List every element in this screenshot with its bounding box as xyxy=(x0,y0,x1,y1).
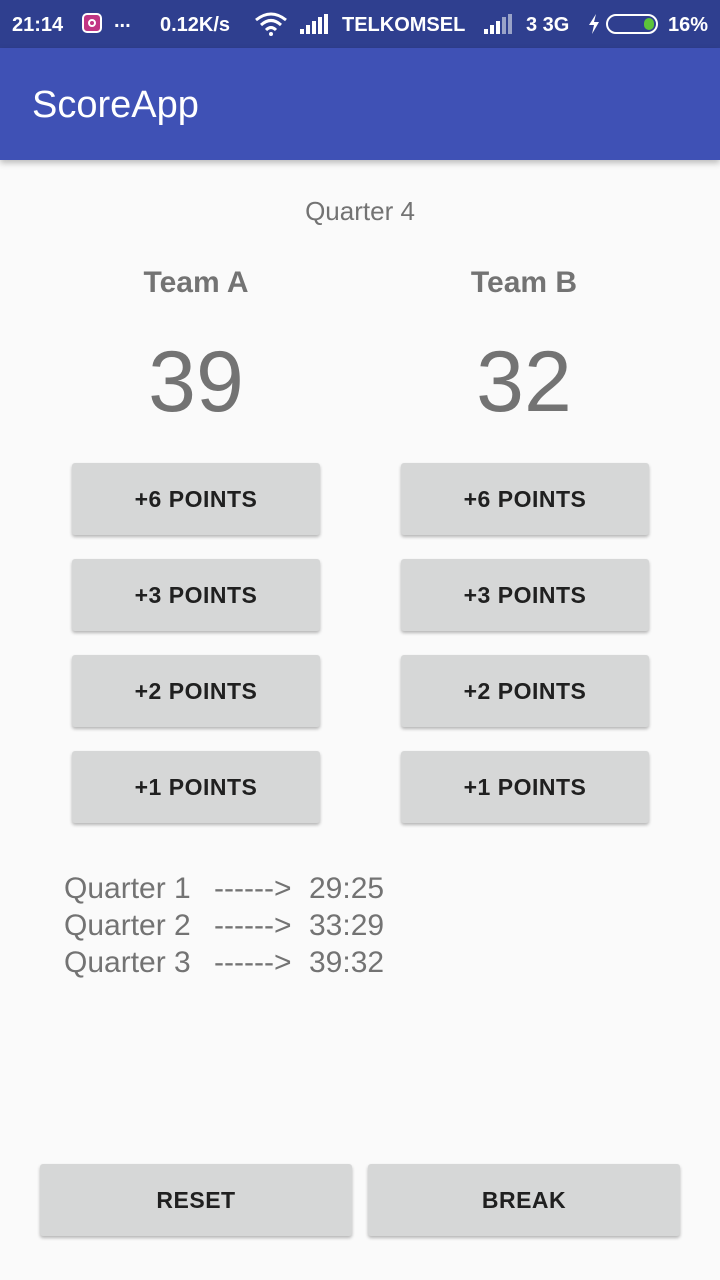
team-b-add-3-button[interactable]: +3 POINTS xyxy=(401,559,649,631)
history-quarter: Quarter 2 xyxy=(64,909,191,942)
status-carrier: TELKOMSEL xyxy=(342,14,466,36)
app-bar: ScoreApp xyxy=(0,48,720,160)
history-quarter: Quarter 3 xyxy=(64,946,191,979)
battery-icon xyxy=(606,14,658,34)
signal-icon xyxy=(300,14,328,34)
history-arrow: ------> xyxy=(214,872,292,905)
current-quarter: Quarter 4 xyxy=(305,196,415,226)
history-score: 39:32 xyxy=(309,946,385,979)
team-b-score: 32 xyxy=(476,334,572,430)
team-b-add-6-button[interactable]: +6 POINTS xyxy=(401,463,649,535)
history-score: 29:25 xyxy=(309,872,385,905)
history-arrow: ------> xyxy=(214,946,292,979)
team-b-add-2-button[interactable]: +2 POINTS xyxy=(401,655,649,727)
history-quarter: Quarter 1 xyxy=(64,872,191,905)
charging-icon xyxy=(589,14,599,34)
history-arrow: ------> xyxy=(214,909,292,942)
status-time: 21:14 xyxy=(12,14,64,36)
status-network: 3 3G xyxy=(526,14,570,36)
team-a-score: 39 xyxy=(148,334,244,430)
instagram-icon xyxy=(82,13,102,33)
status-speed: 0.12K/s xyxy=(160,14,231,36)
status-battery: 16% xyxy=(668,14,709,36)
team-b-name: Team B xyxy=(470,266,578,299)
status-bar: 21:14 ... 0.12K/s TELKOMSEL 3 3G 16% xyxy=(0,0,720,48)
history-score: 33:29 xyxy=(309,909,385,942)
wifi-icon xyxy=(255,12,287,36)
team-a-add-1-button[interactable]: +1 POINTS xyxy=(72,751,320,823)
team-a-add-3-button[interactable]: +3 POINTS xyxy=(72,559,320,631)
signal-icon xyxy=(484,14,512,34)
team-b-add-1-button[interactable]: +1 POINTS xyxy=(401,751,649,823)
break-button[interactable]: BREAK xyxy=(368,1164,680,1236)
team-a-add-2-button[interactable]: +2 POINTS xyxy=(72,655,320,727)
team-a-add-6-button[interactable]: +6 POINTS xyxy=(72,463,320,535)
app-title: ScoreApp xyxy=(32,84,199,126)
team-a-name: Team A xyxy=(143,266,249,299)
reset-button[interactable]: RESET xyxy=(40,1164,352,1236)
status-more: ... xyxy=(114,10,131,32)
